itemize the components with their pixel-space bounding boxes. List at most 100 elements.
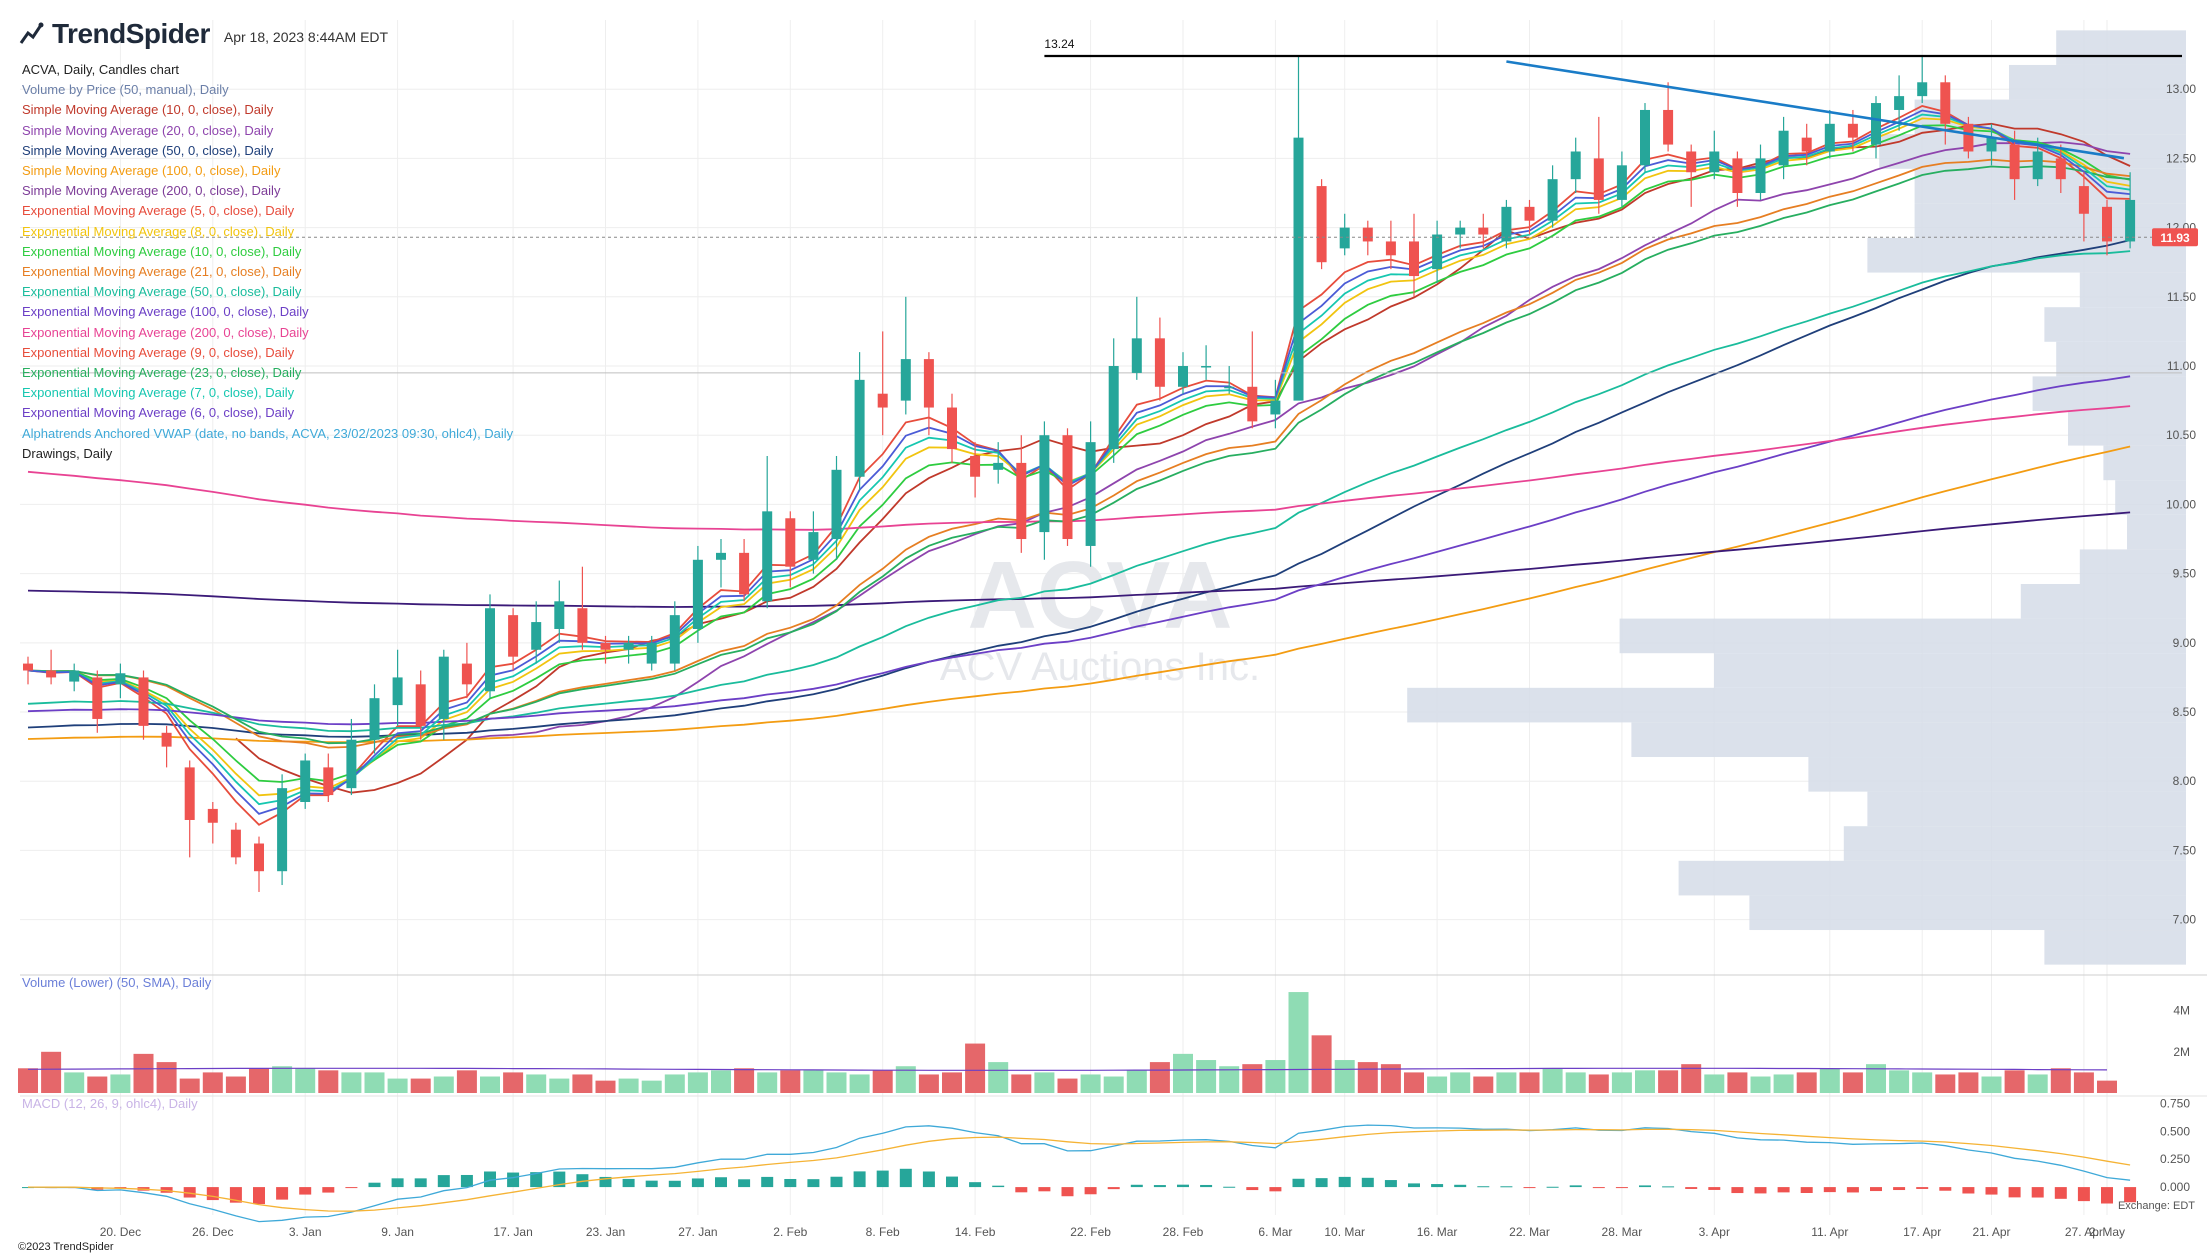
volume-bar xyxy=(433,1076,454,1093)
candles xyxy=(23,55,2136,892)
chart-title: ACVA, Daily, Candles chart xyxy=(22,62,180,77)
legend-item[interactable]: Exponential Moving Average (100, 0, clos… xyxy=(22,304,309,320)
candle-body xyxy=(1270,400,1281,415)
volume-bar xyxy=(1450,1072,1471,1093)
volume-bar xyxy=(942,1072,962,1093)
volume-bar xyxy=(110,1074,131,1093)
volume-bar xyxy=(1103,1076,1124,1093)
volume-bar xyxy=(1380,1064,1401,1093)
volume-bar xyxy=(1773,1074,1794,1093)
macd-line xyxy=(27,1124,2131,1223)
trendspider-logo-icon xyxy=(19,22,44,44)
volume-bar xyxy=(1404,1072,1424,1093)
vbp-bar xyxy=(2103,445,2186,481)
legend-item[interactable]: Exponential Moving Average (6, 0, close)… xyxy=(22,405,295,421)
legend-item[interactable]: Exponential Moving Average (10, 0, close… xyxy=(22,243,302,259)
price-tick-label: 8.00 xyxy=(2173,774,2197,788)
legend-item[interactable]: Exponential Moving Average (23, 0, close… xyxy=(22,365,302,381)
time-tick-label: 26. Dec xyxy=(192,1225,233,1239)
candle-body xyxy=(161,732,172,747)
volume-bar xyxy=(1658,1070,1679,1093)
volume-bar xyxy=(1080,1074,1101,1093)
candle-body xyxy=(1755,158,1766,194)
macd-histogram-bar xyxy=(691,1178,704,1188)
volume-bar xyxy=(895,1066,916,1093)
volume-bar xyxy=(1288,992,1309,1093)
volume-bar xyxy=(1588,1074,1609,1093)
volume-bar xyxy=(1635,1070,1655,1093)
candle-body xyxy=(1593,158,1604,200)
ma-line xyxy=(466,141,2131,740)
legend-item[interactable]: Simple Moving Average (10, 0, close), Da… xyxy=(22,102,274,118)
candle-body xyxy=(92,677,103,719)
macd-histogram-bar xyxy=(1061,1187,1074,1197)
volume-bar xyxy=(2097,1080,2117,1093)
macd-histogram-bar xyxy=(715,1177,727,1188)
legend-item[interactable]: Exponential Moving Average (7, 0, close)… xyxy=(22,385,295,401)
candle-body xyxy=(1686,151,1697,173)
vbp-bar xyxy=(1879,134,2186,169)
candle-body xyxy=(1316,186,1327,263)
macd-histogram-bar xyxy=(1592,1187,1605,1189)
macd-histogram-bar xyxy=(1985,1187,1998,1195)
volume-pane: 2M 4M xyxy=(18,992,2190,1093)
volume-bar xyxy=(1611,1072,1632,1093)
legend-item[interactable]: Exponential Moving Average (50, 0, close… xyxy=(22,284,302,300)
volume-bar xyxy=(1311,1035,1332,1093)
legend-item[interactable]: Exponential Moving Average (5, 0, close)… xyxy=(22,203,295,219)
macd-histogram-bar xyxy=(1338,1176,1351,1188)
candle-body xyxy=(438,656,449,719)
price-tick-label: 11.00 xyxy=(2167,359,2196,373)
volume-bar xyxy=(549,1078,570,1093)
candle-body xyxy=(2009,144,2020,180)
volume-bar xyxy=(410,1078,431,1093)
volume-bar xyxy=(2027,1074,2048,1093)
volume-bar xyxy=(18,1068,38,1093)
volume-bar xyxy=(1704,1074,1725,1093)
macd-histogram-bar xyxy=(1361,1177,1374,1188)
macd-histogram-bar xyxy=(1177,1184,1189,1188)
volume-bar xyxy=(1542,1068,1563,1093)
vbp-bar xyxy=(2127,514,2186,550)
candle-body xyxy=(692,559,703,629)
legend-item[interactable]: Exponential Moving Average (21, 0, close… xyxy=(22,264,302,280)
legend-item[interactable]: Exponential Moving Average (8, 0, close)… xyxy=(22,223,295,239)
macd-histogram-bar xyxy=(1546,1186,1559,1188)
legend-item[interactable]: Drawings, Daily xyxy=(22,445,113,461)
candle-body xyxy=(392,677,403,706)
legend-item[interactable]: Simple Moving Average (20, 0, close), Da… xyxy=(22,122,274,138)
time-tick-label: 14. Feb xyxy=(955,1225,996,1239)
legend-item[interactable]: Exponential Moving Average (9, 0, close)… xyxy=(22,344,295,360)
candle-body xyxy=(1247,386,1258,422)
macd-histogram-bar xyxy=(899,1168,912,1188)
macd-histogram-bar xyxy=(1800,1187,1813,1193)
vbp-bar xyxy=(1867,237,2186,273)
volume-bar xyxy=(1981,1076,2002,1093)
volume-bar xyxy=(202,1072,223,1093)
candle-body xyxy=(1801,137,1812,152)
brand-name: TrendSpider xyxy=(52,18,210,49)
vbp-bar xyxy=(1843,826,2186,861)
legend-item[interactable]: Simple Moving Average (100, 0, close), D… xyxy=(22,163,281,179)
candle-body xyxy=(762,511,773,602)
candle-body xyxy=(1062,435,1073,540)
macd-histogram-bar xyxy=(391,1178,404,1188)
macd-signal-line xyxy=(27,1128,2131,1212)
macd-histogram-bar xyxy=(1823,1187,1836,1193)
legend-item[interactable]: Simple Moving Average (200, 0, close), D… xyxy=(22,183,281,199)
macd-histogram-bar xyxy=(1893,1187,1906,1191)
legend-item[interactable]: Exponential Moving Average (200, 0, clos… xyxy=(22,324,309,340)
legend-item[interactable]: Volume by Price (50, manual), Daily xyxy=(22,82,229,98)
legend-item[interactable]: Simple Moving Average (50, 0, close), Da… xyxy=(22,142,274,158)
volume-bar xyxy=(826,1072,847,1093)
volume-bar xyxy=(572,1074,593,1093)
legend-item[interactable]: Alphatrends Anchored VWAP (date, no band… xyxy=(22,425,514,441)
volume-bar xyxy=(1866,1064,1886,1093)
volume-bar xyxy=(711,1070,731,1093)
candle-body xyxy=(1894,96,1905,110)
candle-body xyxy=(2055,158,2066,180)
volume-bar xyxy=(780,1070,801,1093)
ma-line xyxy=(27,511,2131,608)
macd-histogram-bar xyxy=(1269,1187,1282,1192)
